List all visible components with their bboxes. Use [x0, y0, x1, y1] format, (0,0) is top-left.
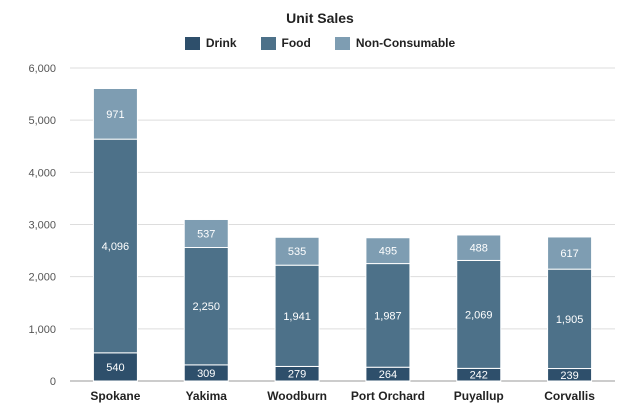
bar-segment [92, 138, 138, 354]
y-tick-label: 6,000 [28, 63, 56, 75]
bar-segment [547, 268, 593, 370]
legend-label-non-consumable: Non-Consumable [355, 36, 456, 50]
legend-item-non-consumable: Non-Consumable [334, 36, 456, 50]
y-tick-label: 2,000 [28, 272, 56, 284]
data-label: 309 [197, 368, 215, 380]
x-tick-label: Spokane [90, 389, 140, 403]
legend-label-food: Food [281, 36, 311, 50]
legend: Drink Food Non-Consumable [0, 36, 640, 50]
legend-swatch-non-consumable [334, 36, 350, 50]
data-label: 1,987 [374, 310, 402, 322]
y-tick-label: 4,000 [28, 167, 56, 179]
bar-segment [183, 247, 229, 366]
x-tick-label: Corvallis [544, 389, 595, 403]
bar-segment [547, 236, 593, 270]
data-label: 617 [560, 248, 578, 260]
data-label: 540 [106, 362, 124, 374]
legend-label-drink: Drink [205, 36, 237, 50]
bar-segment [92, 88, 138, 140]
x-tick-label: Puyallup [454, 389, 504, 403]
bar-segment [274, 264, 320, 367]
data-label: 535 [288, 246, 306, 258]
data-label: 1,905 [556, 314, 584, 326]
y-tick-label: 3,000 [28, 220, 56, 232]
bar-segment [365, 237, 411, 265]
data-label: 242 [470, 370, 488, 382]
bar-segment [365, 263, 411, 368]
chart-title: Unit Sales [286, 10, 354, 26]
bar-segment [456, 259, 502, 369]
data-label: 279 [288, 369, 306, 381]
data-label: 2,069 [465, 309, 493, 321]
data-label: 264 [379, 369, 397, 381]
y-tick-label: 0 [50, 376, 56, 388]
y-tick-label: 5,000 [28, 115, 56, 127]
legend-item-food: Food [260, 36, 311, 50]
data-label: 2,250 [192, 301, 220, 313]
data-label: 4,096 [102, 241, 130, 253]
data-label: 495 [379, 246, 397, 258]
x-tick-label: Port Orchard [351, 389, 425, 403]
x-tick-label: Woodburn [267, 389, 327, 403]
bar-segment [92, 352, 138, 382]
legend-swatch-drink [184, 36, 200, 50]
data-label: 971 [106, 109, 124, 121]
data-label: 488 [470, 243, 488, 255]
y-tick-label: 1,000 [28, 324, 56, 336]
bar-segment [183, 218, 229, 249]
bar-segment [456, 234, 502, 261]
data-label: 1,941 [283, 311, 311, 323]
legend-item-drink: Drink [184, 36, 237, 50]
x-tick-label: Yakima [186, 389, 228, 403]
legend-swatch-food [260, 36, 276, 50]
data-label: 537 [197, 228, 215, 240]
bar-segment [274, 236, 320, 266]
data-label: 239 [560, 370, 578, 382]
